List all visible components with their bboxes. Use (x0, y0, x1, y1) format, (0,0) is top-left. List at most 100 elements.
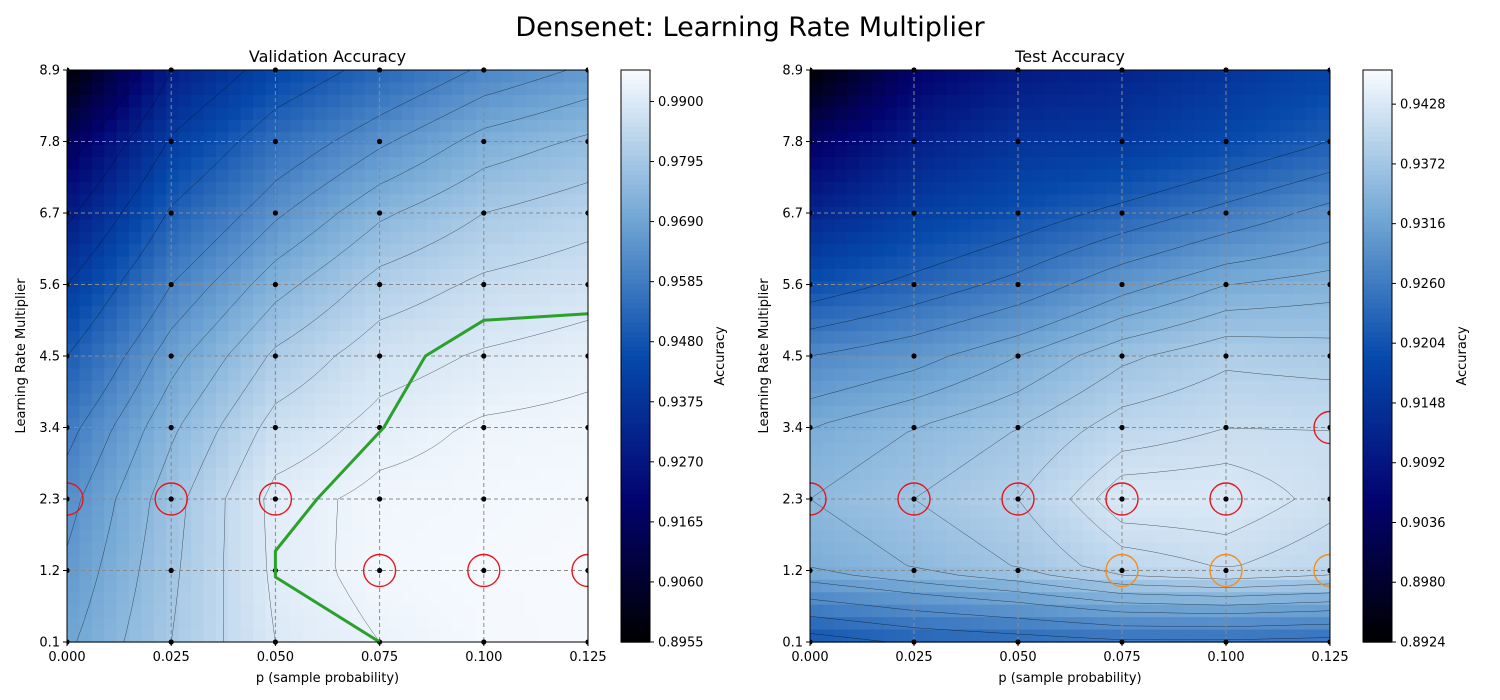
heatmap-cell (822, 455, 836, 469)
heatmap-cell (364, 244, 378, 258)
heatmap-cell (538, 157, 552, 171)
heatmap-cell (822, 231, 836, 245)
heatmap-cell (1094, 579, 1108, 593)
heatmap-cell (91, 480, 105, 494)
colorbar-segment (1363, 603, 1392, 610)
heatmap-cell (290, 107, 304, 121)
heatmap-cell (277, 107, 291, 121)
heatmap-cell (463, 592, 478, 606)
heatmap-cell (909, 119, 923, 133)
heatmap-cell (401, 517, 416, 531)
heatmap-cell (538, 107, 552, 121)
heatmap-cell (401, 132, 416, 146)
heatmap-cell (141, 579, 155, 593)
heatmap-cell (1119, 331, 1133, 345)
heatmap-cell (104, 368, 118, 382)
heatmap-cell (563, 157, 577, 171)
heatmap-cell (141, 132, 155, 146)
heatmap-cell (215, 107, 229, 121)
heatmap-cell (1057, 343, 1071, 357)
sample-point (481, 424, 487, 431)
heatmap-cell (501, 169, 515, 183)
colorbar-tick-label: 0.9690 (658, 215, 704, 230)
heatmap-cell (439, 467, 453, 482)
heatmap-cell (315, 268, 329, 283)
heatmap-cell (104, 244, 118, 258)
heatmap-cell (513, 94, 527, 108)
heatmap-cell (859, 579, 873, 593)
heatmap-cell (203, 82, 217, 96)
colorbar-segment (621, 198, 650, 205)
heatmap-cell (153, 157, 167, 171)
heatmap-cell (1032, 119, 1046, 133)
colorbar-segment (1363, 198, 1392, 205)
heatmap-cell (871, 405, 885, 419)
heatmap-cell (946, 144, 960, 158)
contour-line (76, 98, 589, 643)
heatmap-cell (79, 380, 93, 394)
heatmap-cell (364, 505, 378, 519)
heatmap-cell (1094, 318, 1108, 332)
heatmap-cell (896, 318, 910, 332)
heatmap-cell (1094, 617, 1108, 631)
heatmap-cell (909, 231, 923, 245)
heatmap-cell (884, 617, 898, 631)
heatmap-cell (1317, 318, 1331, 332)
heatmap-cell (822, 169, 836, 183)
heatmap-cell (327, 579, 341, 593)
heatmap-cell (178, 380, 192, 394)
heatmap-cell (488, 169, 502, 183)
heatmap-cell (970, 306, 985, 320)
heatmap-cell (401, 405, 416, 419)
heatmap-cell (1305, 219, 1319, 233)
heatmap-cell (1243, 119, 1257, 133)
heatmap-cell (896, 368, 910, 382)
heatmap-cell (958, 629, 972, 643)
heatmap-cell (1255, 181, 1269, 196)
colorbar-segment (621, 93, 650, 100)
heatmap-cell (339, 430, 353, 444)
heatmap-cell (1206, 418, 1220, 432)
heatmap-cell (921, 119, 935, 133)
heatmap-cell (1082, 268, 1096, 283)
heatmap-cell (1119, 629, 1133, 643)
heatmap-cell (1107, 231, 1121, 245)
heatmap-cell (1144, 244, 1158, 258)
heatmap-cell (1292, 579, 1306, 593)
heatmap-cell (377, 306, 391, 320)
colorbar-segment (621, 151, 650, 157)
heatmap-cell (1181, 157, 1195, 171)
heatmap-cell (501, 256, 515, 270)
heatmap-cell (1156, 629, 1170, 643)
heatmap-cell (302, 530, 316, 544)
heatmap-cell (327, 331, 341, 345)
heatmap-cell (871, 418, 885, 432)
heatmap-cell (871, 219, 885, 233)
heatmap-cell (327, 443, 341, 457)
heatmap-cell (116, 517, 130, 531)
heatmap-cell (1119, 592, 1133, 606)
heatmap-cell (1094, 443, 1108, 457)
heatmap-cell (513, 244, 527, 258)
heatmap-cell (575, 206, 589, 220)
colorbar-segment (1363, 189, 1392, 195)
heatmap-cell (79, 579, 93, 593)
heatmap-cell (946, 617, 960, 631)
heatmap-cell (116, 554, 130, 569)
heatmap-cell (240, 169, 254, 183)
heatmap-cell (116, 343, 130, 357)
heatmap-cell (563, 82, 577, 96)
heatmap-cell (575, 169, 589, 183)
heatmap-cell (166, 256, 180, 270)
y-tick-label: 5.6 (39, 278, 60, 293)
heatmap-cell (451, 194, 465, 208)
heatmap-cell (1280, 430, 1294, 444)
heatmap-cell (1045, 393, 1059, 407)
heatmap-cell (67, 293, 81, 307)
heatmap-cell (525, 144, 540, 158)
heatmap-cell (215, 144, 229, 158)
heatmap-cell (79, 94, 93, 108)
heatmap-cell (215, 542, 229, 556)
heatmap-cell (1057, 480, 1071, 494)
heatmap-cell (364, 281, 378, 295)
